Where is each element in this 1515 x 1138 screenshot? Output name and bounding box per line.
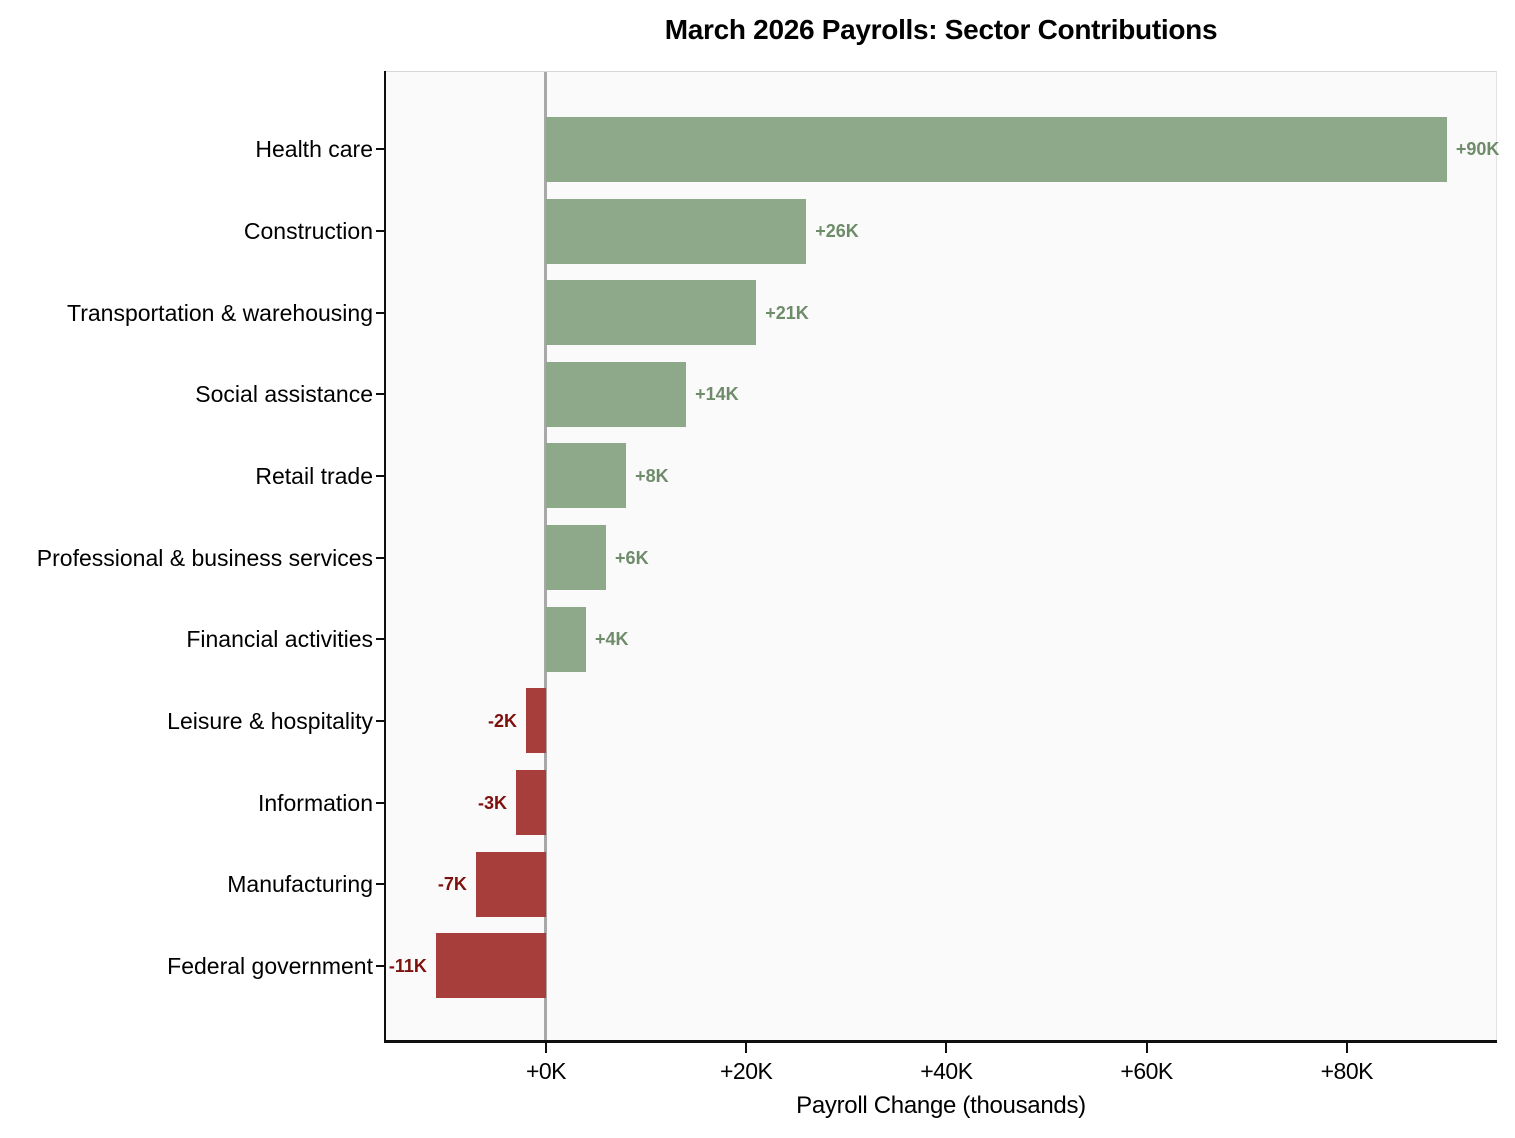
zero-baseline bbox=[544, 72, 547, 1040]
bar-federal-government bbox=[435, 933, 546, 999]
bar-value-label-information: -3K bbox=[477, 792, 507, 813]
bar-value-label-financial-activities: +4K bbox=[595, 629, 629, 650]
y-tick-retail-trade bbox=[376, 474, 385, 477]
bar-retail-trade bbox=[546, 443, 627, 509]
category-label-health-care: Health care bbox=[255, 136, 373, 163]
y-tick-transportation-and-warehousing bbox=[376, 311, 385, 314]
y-tick-manufacturing bbox=[376, 883, 385, 886]
x-tick-60 bbox=[1145, 1043, 1148, 1053]
x-tick-0 bbox=[545, 1043, 547, 1053]
y-tick-construction bbox=[376, 230, 385, 233]
category-label-social-assistance: Social assistance bbox=[195, 381, 373, 408]
category-label-federal-government: Federal government bbox=[167, 952, 373, 979]
x-tick-80 bbox=[1345, 1043, 1348, 1053]
category-label-construction: Construction bbox=[243, 218, 373, 245]
category-label-retail-trade: Retail trade bbox=[255, 462, 373, 489]
x-tick-40 bbox=[945, 1043, 948, 1053]
bar-health-care bbox=[546, 116, 1447, 182]
x-tick-label-80: +80K bbox=[1320, 1058, 1374, 1084]
bar-value-label-transportation-and-warehousing: +21K bbox=[765, 302, 809, 323]
bar-value-label-health-care: +90K bbox=[1455, 139, 1500, 160]
chart-title: March 2026 Payrolls: Sector Contribution… bbox=[664, 14, 1218, 45]
bar-construction bbox=[546, 198, 807, 264]
x-tick-label-20: +20K bbox=[720, 1058, 773, 1084]
y-tick-social-assistance bbox=[376, 393, 385, 396]
category-label-professional-and-business-services: Professional & business services bbox=[36, 544, 373, 571]
x-tick-label-60: +60K bbox=[1120, 1058, 1173, 1084]
bar-professional-and-business-services bbox=[546, 525, 607, 591]
bar-leisure-and-hospitality bbox=[525, 688, 546, 754]
y-axis-spine bbox=[384, 71, 386, 1042]
bar-value-label-professional-and-business-services: +6K bbox=[615, 547, 649, 568]
category-label-transportation-and-warehousing: Transportation & warehousing bbox=[67, 299, 373, 326]
bar-value-label-construction: +26K bbox=[815, 221, 859, 242]
bar-value-label-social-assistance: +14K bbox=[695, 384, 739, 405]
y-tick-leisure-and-hospitality bbox=[376, 719, 385, 722]
category-label-financial-activities: Financial activities bbox=[186, 626, 373, 653]
bar-value-label-federal-government: -11K bbox=[388, 955, 427, 976]
bar-value-label-retail-trade: +8K bbox=[635, 465, 669, 486]
bar-manufacturing bbox=[475, 851, 546, 917]
bar-value-label-manufacturing: -7K bbox=[437, 874, 467, 895]
y-tick-federal-government bbox=[376, 964, 385, 967]
y-tick-professional-and-business-services bbox=[376, 556, 385, 559]
bar-financial-activities bbox=[546, 606, 587, 672]
bar-transportation-and-warehousing bbox=[546, 280, 757, 346]
category-label-manufacturing: Manufacturing bbox=[227, 871, 373, 898]
y-tick-financial-activities bbox=[376, 638, 385, 641]
y-tick-health-care bbox=[376, 148, 385, 151]
category-label-leisure-and-hospitality: Leisure & hospitality bbox=[167, 707, 373, 734]
x-tick-label-40: +40K bbox=[920, 1058, 973, 1084]
x-axis-title: Payroll Change (thousands) bbox=[796, 1092, 1086, 1119]
bar-social-assistance bbox=[546, 361, 687, 427]
bar-value-label-leisure-and-hospitality: -2K bbox=[487, 710, 517, 731]
x-tick-20 bbox=[745, 1043, 748, 1053]
x-axis-spine bbox=[384, 1040, 1497, 1043]
x-tick-label-0: +0K bbox=[525, 1058, 567, 1084]
y-tick-information bbox=[376, 801, 385, 804]
category-label-information: Information bbox=[257, 789, 373, 816]
bar-information bbox=[515, 770, 546, 836]
